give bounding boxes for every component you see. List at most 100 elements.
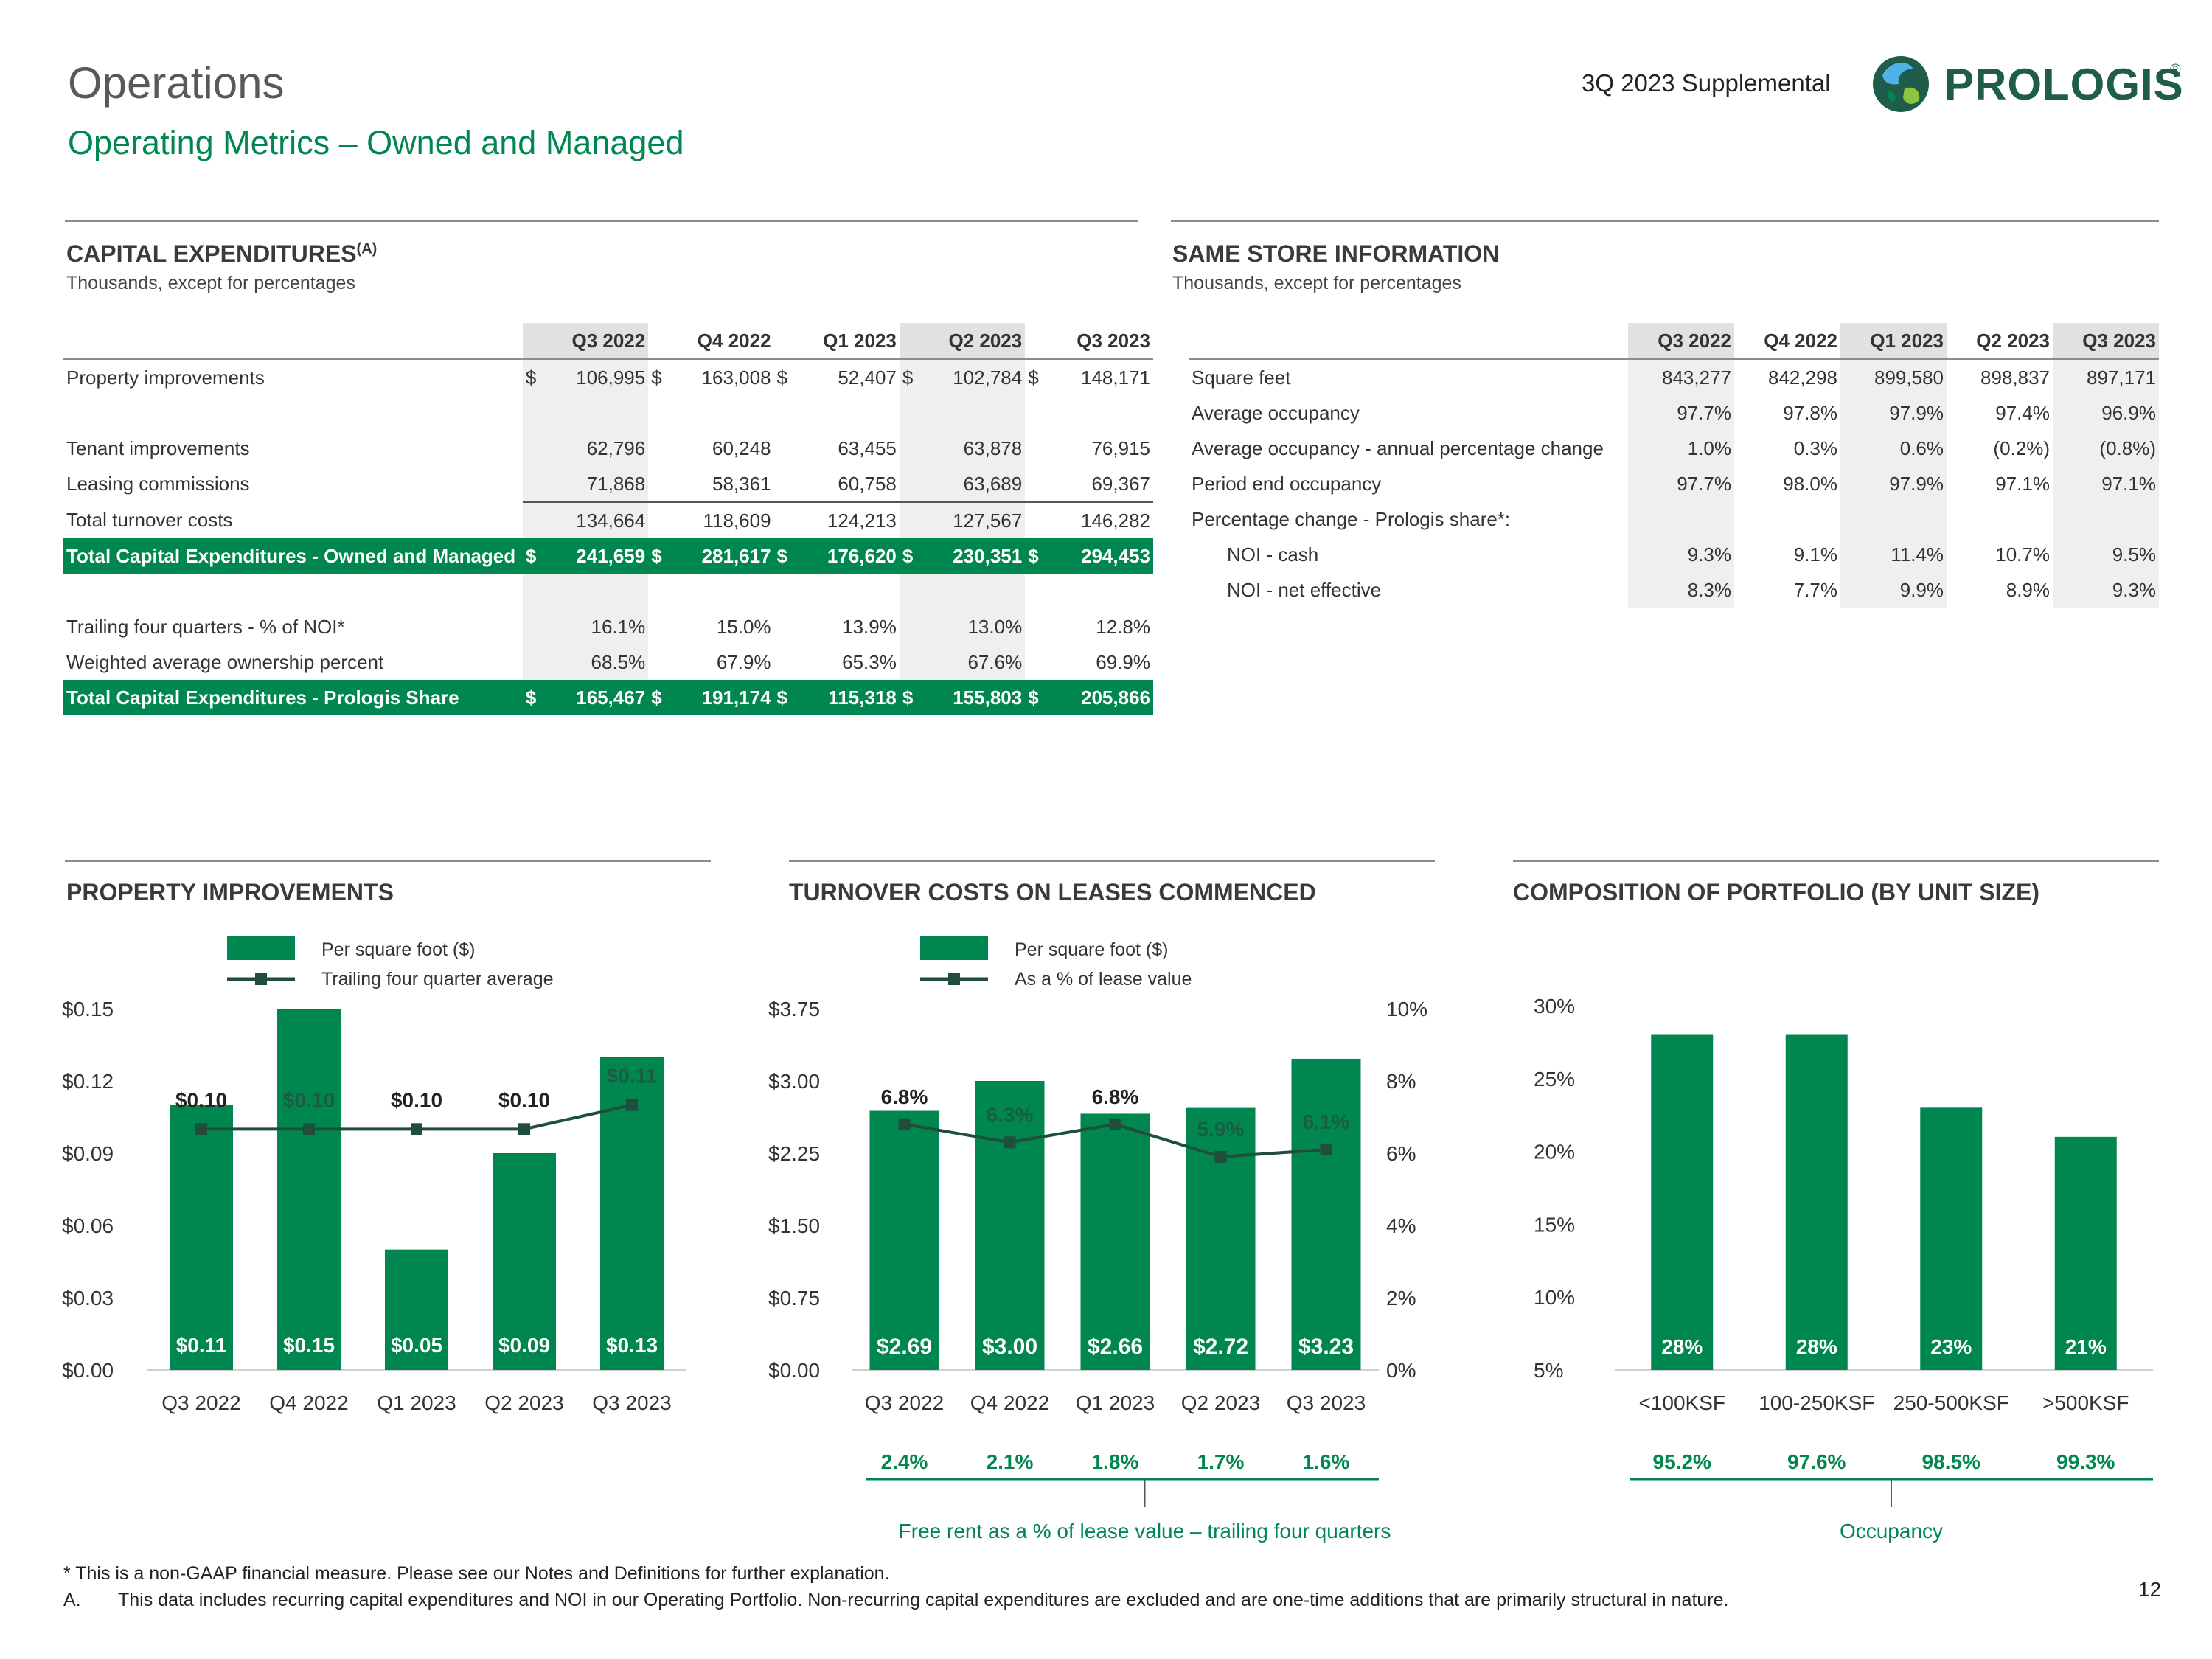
table-row: Total turnover costs 134,664 118,609 124… (63, 501, 1153, 538)
y-tick-label: $0.15 (62, 998, 114, 1020)
spacer-row (63, 395, 1153, 431)
line-point (1320, 1144, 1332, 1156)
y-tick-label: 20% (1534, 1141, 1575, 1164)
x-tick-label: >500KSF (2042, 1391, 2129, 1414)
section-rule (789, 860, 1435, 862)
bar-value-label: $0.11 (176, 1334, 227, 1357)
x-tick-label: Q1 2023 (1076, 1391, 1155, 1414)
bar (2054, 1136, 2117, 1370)
prologis-logo: PROLOGIS ® (1868, 53, 2185, 116)
y-tick-label: 25% (1534, 1068, 1575, 1091)
footer-value: 2.4% (881, 1450, 928, 1473)
line-point (1004, 1136, 1016, 1149)
y2-tick-label: 4% (1386, 1214, 1416, 1237)
footer-value: 97.6% (1787, 1450, 1846, 1473)
y-tick-label: 10% (1534, 1286, 1575, 1309)
page-title: Operations (68, 58, 285, 108)
bar-value-label: 21% (2065, 1335, 2107, 1358)
legend-bar-swatch (227, 936, 295, 960)
bar-value-label: $3.00 (982, 1335, 1037, 1359)
capex-col-header: Q3 2022 (543, 323, 649, 360)
bar (493, 1153, 556, 1370)
table-row: Percentage change - Prologis share*: (1189, 501, 2159, 537)
capex-title: CAPITAL EXPENDITURES(A) (66, 240, 378, 267)
bar-value-label: $0.09 (498, 1334, 550, 1357)
footer-value: 98.5% (1922, 1450, 1980, 1473)
bar (1651, 1034, 1714, 1370)
footnote-a: This data includes recurring capital exp… (118, 1590, 1729, 1610)
portfolio-composition-chart: 5% 10% 15% 20% 25% 30% 28% <100KSF 95.2% 28% 100-2… (1534, 995, 2153, 1543)
capex-units: Thousands, except for percentages (66, 273, 355, 293)
capex-col-header: Q4 2022 (669, 323, 774, 360)
line-value-label: 6.8% (1092, 1085, 1139, 1108)
line-point (195, 1123, 207, 1135)
table-row: Tenant improvements 62,796 60,248 63,455… (63, 431, 1153, 466)
x-tick-label: 250-500KSF (1893, 1391, 2009, 1414)
footer-value: 2.1% (987, 1450, 1034, 1473)
capex-col-header: Q3 2023 (1046, 323, 1153, 360)
y-tick-label: $0.75 (768, 1287, 820, 1310)
y2-tick-label: 10% (1386, 998, 1427, 1020)
total-row-owned: Total Capital Expenditures - Owned and M… (63, 538, 1153, 574)
ss-col-header: Q3 2022 (1628, 323, 1734, 360)
y-tick-label: $3.00 (768, 1070, 820, 1093)
bar (277, 1009, 341, 1370)
y-tick-label: $0.12 (62, 1070, 114, 1093)
table-row: Average occupancy 97.7% 97.8% 97.9% 97.4% 96.… (1189, 395, 2159, 431)
x-tick-label: Q2 2023 (484, 1391, 563, 1414)
y2-tick-label: 0% (1386, 1359, 1416, 1382)
y-tick-label: 15% (1534, 1213, 1575, 1236)
turnover-costs-chart: Per square foot ($) As a % of lease value… (768, 936, 1427, 1543)
line-value-label: $0.10 (498, 1088, 550, 1111)
total-row-share: Total Capital Expenditures - Prologis Sh… (63, 680, 1153, 715)
x-tick-label: Q3 2022 (161, 1391, 240, 1414)
x-tick-label: Q2 2023 (1181, 1391, 1260, 1414)
x-tick-label: Q3 2023 (592, 1391, 671, 1414)
y-tick-label: $3.75 (768, 998, 820, 1020)
footer-value: 1.7% (1197, 1450, 1245, 1473)
footer-value: 1.6% (1303, 1450, 1350, 1473)
page-subtitle: Operating Metrics – Owned and Managed (68, 124, 684, 161)
capex-col-header: Q1 2023 (795, 323, 900, 360)
line-value-label: $0.11 (607, 1065, 658, 1088)
x-tick-label: Q4 2022 (970, 1391, 1049, 1414)
chart-title-property: PROPERTY IMPROVEMENTS (66, 879, 394, 905)
legend-bar-label: Per square foot ($) (1015, 939, 1168, 960)
line-point (303, 1123, 315, 1135)
bar (1080, 1113, 1150, 1370)
table-row: Trailing four quarters - % of NOI* 16.1%… (63, 609, 1153, 644)
y-tick-label: 30% (1534, 995, 1575, 1018)
ss-col-header: Q1 2023 (1840, 323, 1947, 360)
bar-value-label: $0.15 (283, 1334, 335, 1357)
same-store-units: Thousands, except for percentages (1172, 273, 1461, 293)
bar (1186, 1107, 1256, 1370)
table-row: Leasing commissions 71,868 58,361 60,758… (63, 466, 1153, 502)
table-row: Average occupancy - annual percentage ch… (1189, 431, 2159, 466)
logo-registered: ® (2170, 62, 2181, 78)
x-tick-label: 100-250KSF (1759, 1391, 1874, 1414)
y-tick-label: $2.25 (768, 1142, 820, 1165)
y-tick-label: 5% (1534, 1359, 1563, 1382)
same-store-header-row: Q3 2022 Q4 2022 Q1 2023 Q2 2023 Q3 2023 (1189, 323, 2159, 360)
chart-title-turnover: TURNOVER COSTS ON LEASES COMMENCED (789, 879, 1316, 905)
ss-col-header: Q2 2023 (1947, 323, 2053, 360)
bar-value-label: 28% (1661, 1335, 1703, 1358)
table-row: NOI - cash 9.3% 9.1% 11.4% 10.7% 9.5% (1189, 537, 2159, 572)
y-tick-label: $0.06 (62, 1214, 114, 1237)
legend-line-label: As a % of lease value (1015, 969, 1192, 990)
page-number: 12 (2138, 1578, 2162, 1601)
y-tick-label: $0.00 (768, 1359, 820, 1382)
line-point (1214, 1150, 1227, 1163)
bar-value-label: $2.66 (1088, 1335, 1143, 1359)
bar (1291, 1058, 1361, 1370)
bar-value-label: 28% (1796, 1335, 1837, 1358)
line-value-label: 6.1% (1303, 1110, 1350, 1133)
bar-value-label: $2.69 (877, 1335, 932, 1359)
bar (975, 1081, 1045, 1370)
footer-label: Occupancy (1840, 1520, 1943, 1543)
same-store-table: Q3 2022 Q4 2022 Q1 2023 Q2 2023 Q3 2023 … (1189, 323, 2159, 608)
bar (1920, 1107, 1983, 1370)
table-row: NOI - net effective 8.3% 7.7% 9.9% 8.9% 9.3% (1189, 572, 2159, 608)
bar-value-label: 23% (1930, 1335, 1972, 1358)
y2-tick-label: 6% (1386, 1142, 1416, 1165)
